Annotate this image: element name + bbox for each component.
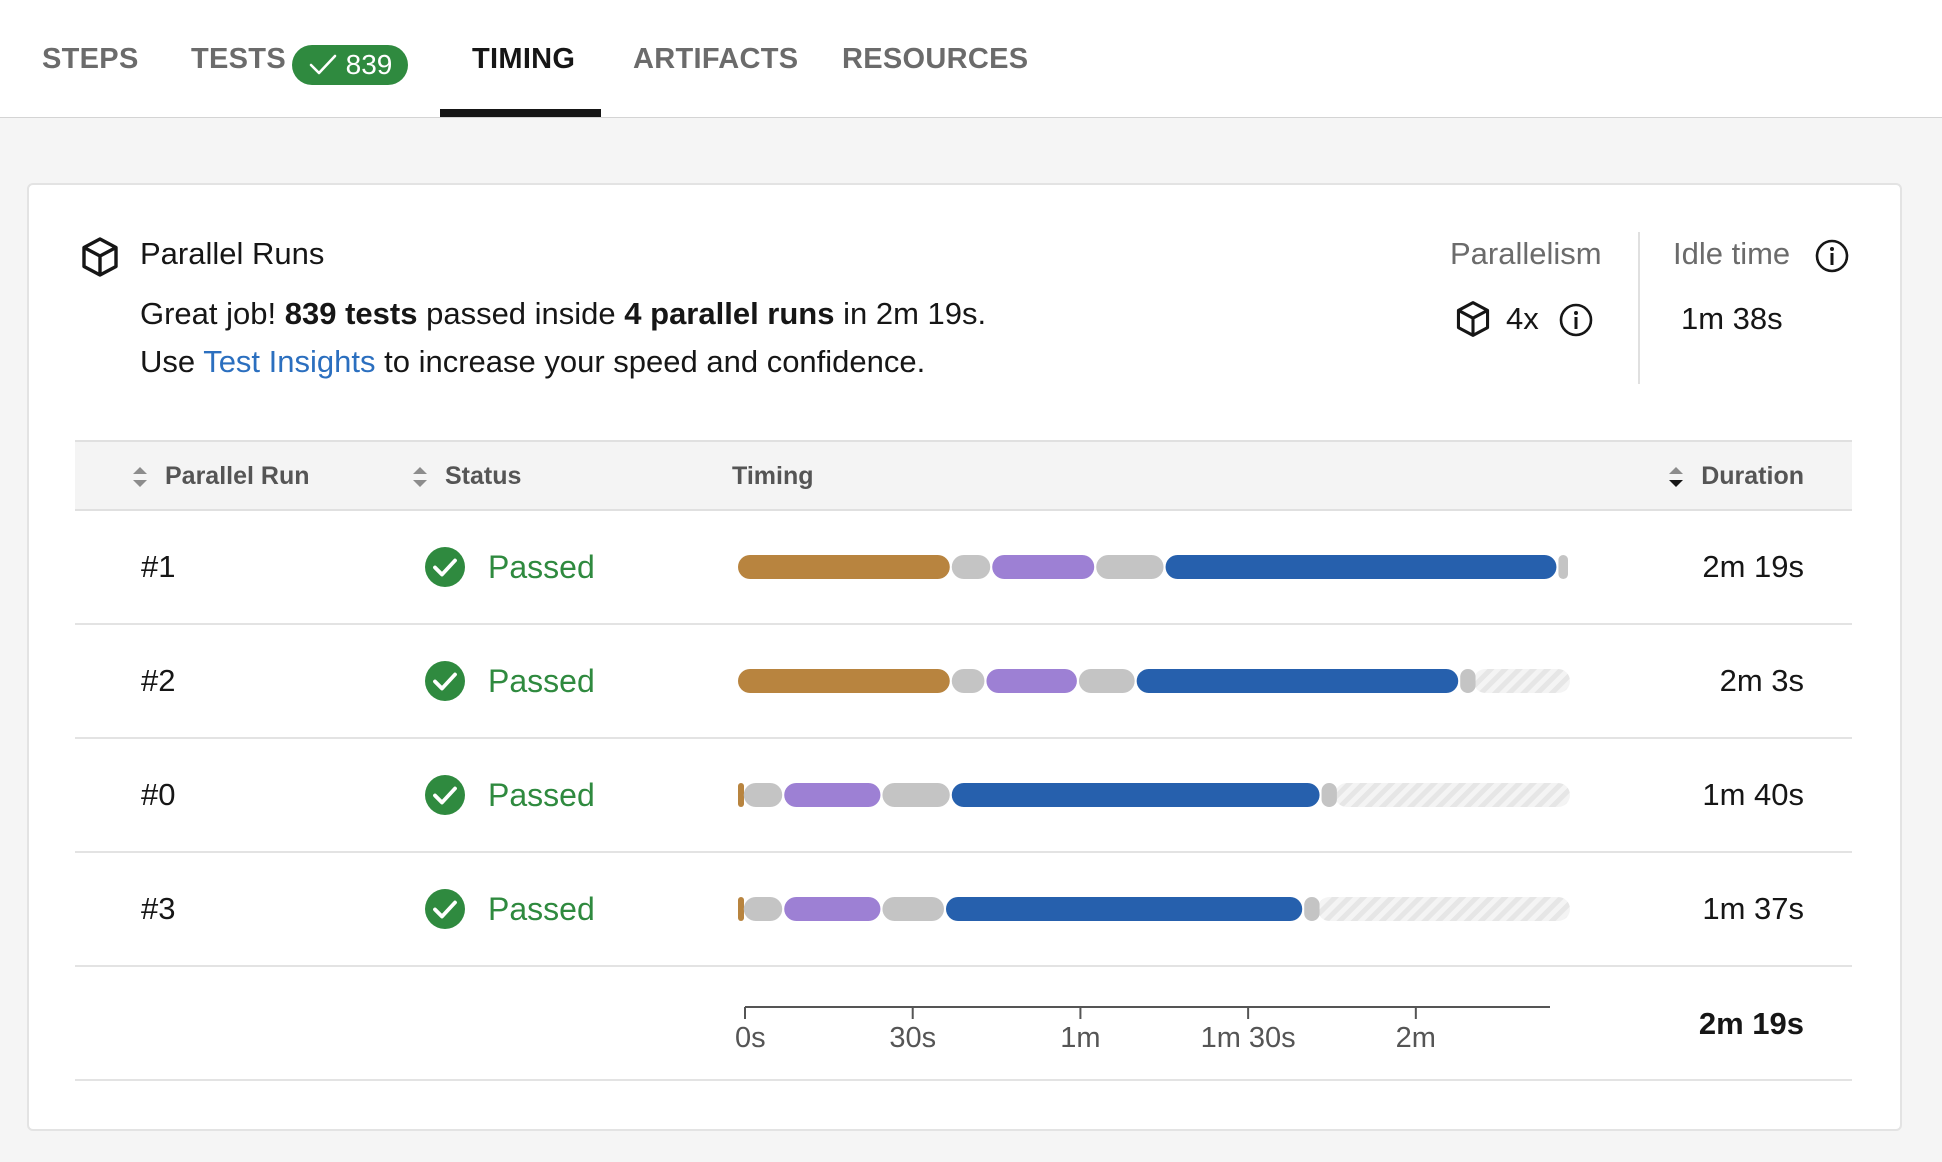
idle-segment[interactable] <box>1473 669 1570 693</box>
check-circle-icon <box>425 661 465 701</box>
timeline-segment-gray[interactable] <box>951 555 991 579</box>
duration-cell: 1m 37s <box>1702 891 1804 926</box>
check-circle-icon <box>425 775 465 815</box>
idle-time-value: 1m 38s <box>1681 301 1783 336</box>
table-row[interactable]: #1 Passed 2m 19s <box>75 511 1852 625</box>
parallelism-value: 4x <box>1506 301 1539 336</box>
timeline-segment-gray[interactable] <box>1078 669 1135 693</box>
idle-segment[interactable] <box>1334 783 1570 807</box>
timeline-segment-purple[interactable] <box>784 897 881 921</box>
timeline-segment-spin-up[interactable] <box>738 669 950 693</box>
timeline-segment-gray[interactable] <box>1460 669 1476 693</box>
column-header-status[interactable]: Status <box>411 442 521 511</box>
table-row[interactable]: #2 Passed 2m 3s <box>75 625 1852 739</box>
status-cell: Passed <box>424 853 595 965</box>
timeline-segment-gray[interactable] <box>743 897 783 921</box>
status-label: Passed <box>488 662 595 699</box>
timeline-segment-spin-up[interactable] <box>738 555 950 579</box>
axis-tick-label: 1m <box>1060 1022 1100 1054</box>
parallel-run-id: #0 <box>141 777 176 812</box>
timeline-segment-blue[interactable] <box>951 783 1320 807</box>
status-label: Passed <box>488 890 595 927</box>
sort-icon <box>413 466 427 487</box>
idle-segment[interactable] <box>1317 897 1570 921</box>
parallel-run-id: #2 <box>141 663 176 698</box>
column-header-timing: Timing <box>732 462 814 490</box>
timeline-segment-purple[interactable] <box>784 783 881 807</box>
parallelism-label: Parallelism <box>1450 236 1602 271</box>
timeline-bar[interactable] <box>738 783 1570 807</box>
parallel-run-id: #3 <box>141 891 176 926</box>
timeline-bar[interactable] <box>738 669 1570 693</box>
tests-count: 839 <box>345 49 393 80</box>
summary-text: Great job! 839 tests passed inside 4 par… <box>140 290 986 386</box>
tab-resources[interactable]: RESOURCES <box>842 42 1029 75</box>
table-header: Parallel Run Status Timing Duration <box>75 440 1852 511</box>
tab-bar: STEPS TESTS 839 TIMING ARTIFACTS RESOURC… <box>0 0 1942 118</box>
stats-divider <box>1638 232 1640 384</box>
table-row[interactable]: #0 Passed 1m 40s <box>75 739 1852 853</box>
tests-passed-count: 839 tests <box>284 296 418 331</box>
axis-tick-label: 1m 30s <box>1201 1022 1296 1054</box>
timeline-bar[interactable] <box>738 555 1570 579</box>
check-icon <box>309 54 336 75</box>
timeline-segment-blue[interactable] <box>1136 669 1459 693</box>
timeline-axis: 0s 30s 1m 1m 30s 2m <box>735 1006 1550 1054</box>
timeline-segment-gray[interactable] <box>743 783 783 807</box>
duration-cell: 2m 3s <box>1719 663 1804 698</box>
tab-tests[interactable]: TESTS <box>191 42 286 75</box>
status-label: Passed <box>488 776 595 813</box>
column-header-duration[interactable]: Duration <box>1667 442 1804 511</box>
summary-line-1: Great job! 839 tests passed inside 4 par… <box>140 296 987 331</box>
status-cell: Passed <box>424 739 595 851</box>
idle-time-label: Idle time <box>1673 236 1791 271</box>
total-duration: 2m 19s <box>1698 1006 1804 1041</box>
tab-artifacts[interactable]: ARTIFACTS <box>633 42 799 75</box>
duration-cell: 2m 19s <box>1702 549 1804 584</box>
test-insights-link[interactable]: Test Insights <box>203 344 376 379</box>
summary-line-2: Use Test Insights to increase your speed… <box>140 344 926 379</box>
panel-title: Parallel Runs <box>140 236 325 271</box>
axis-tick-label: 0s <box>735 1022 766 1054</box>
axis-tick-label: 30s <box>889 1022 936 1054</box>
check-circle-icon <box>425 547 465 587</box>
info-icon[interactable] <box>1814 238 1850 274</box>
tests-count-badge[interactable]: 839 <box>292 45 408 85</box>
parallel-run-id: #1 <box>141 549 176 584</box>
parallel-runs-card <box>27 183 1902 1131</box>
status-label: Passed <box>488 548 595 585</box>
timeline-segment-blue[interactable] <box>946 897 1303 921</box>
timeline-segment-gray[interactable] <box>882 897 944 921</box>
sort-icon <box>133 466 147 487</box>
status-cell: Passed <box>424 511 595 623</box>
cube-icon <box>82 237 118 277</box>
cube-icon <box>1456 301 1490 337</box>
sort-descending-icon <box>1669 466 1684 487</box>
column-header-parallel-run[interactable]: Parallel Run <box>131 442 310 511</box>
timeline-segment-gray[interactable] <box>1558 555 1568 579</box>
timeline-segment-spin-up[interactable] <box>738 897 744 921</box>
tab-steps[interactable]: STEPS <box>42 42 139 75</box>
info-icon[interactable] <box>1558 302 1594 338</box>
timeline-segment-gray[interactable] <box>1321 783 1337 807</box>
timeline-axis-row: 0s 30s 1m 1m 30s 2m 2m 19s <box>75 967 1852 1081</box>
timeline-segment-spin-up[interactable] <box>738 783 744 807</box>
timeline-segment-blue[interactable] <box>1165 555 1557 579</box>
check-circle-icon <box>425 889 465 929</box>
timeline-segment-purple[interactable] <box>992 555 1095 579</box>
timeline-segment-purple[interactable] <box>986 669 1077 693</box>
timeline-segment-gray[interactable] <box>882 783 950 807</box>
timeline-segment-gray[interactable] <box>951 669 985 693</box>
duration-cell: 1m 40s <box>1702 777 1804 812</box>
table-row[interactable]: #3 Passed 1m 37s <box>75 853 1852 967</box>
timeline-bar[interactable] <box>738 897 1570 921</box>
timeline-segment-gray[interactable] <box>1096 555 1164 579</box>
timeline-segment-gray[interactable] <box>1304 897 1320 921</box>
tab-timing[interactable]: TIMING <box>472 42 576 75</box>
active-tab-indicator <box>440 109 601 117</box>
parallel-run-count: 4 parallel runs <box>624 296 835 331</box>
status-cell: Passed <box>424 625 595 737</box>
axis-tick-label: 2m <box>1396 1022 1436 1054</box>
